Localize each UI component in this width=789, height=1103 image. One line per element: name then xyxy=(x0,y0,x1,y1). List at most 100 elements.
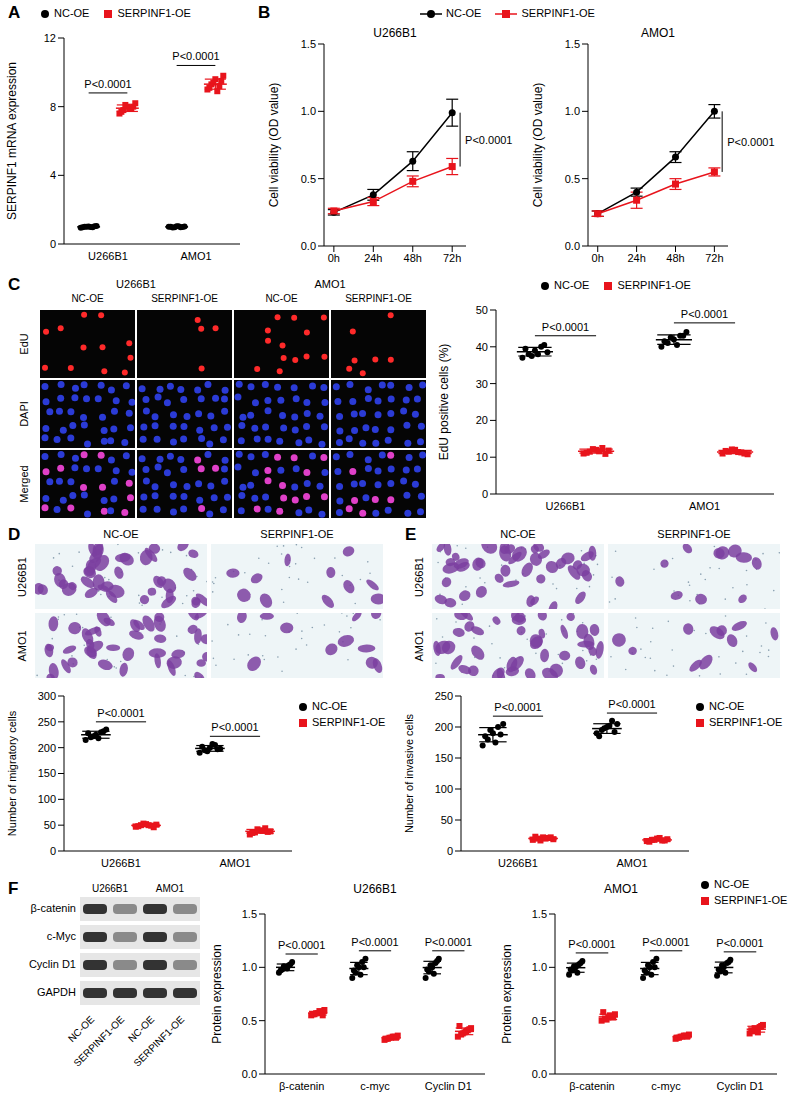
svg-text:AMO1: AMO1 xyxy=(219,857,250,869)
svg-text:SERPINF1-OE: SERPINF1-OE xyxy=(131,1013,186,1068)
svg-text:c-myc: c-myc xyxy=(360,1080,390,1092)
svg-text:50: 50 xyxy=(441,814,453,826)
html-text:C: C xyxy=(8,275,21,294)
svg-text:250: 250 xyxy=(435,690,453,702)
svg-text:Number of invasive cells: Number of invasive cells xyxy=(403,713,415,833)
svg-text:0: 0 xyxy=(50,845,56,857)
svg-text:SERPINF1-OE: SERPINF1-OE xyxy=(71,1013,126,1068)
svg-text:24h: 24h xyxy=(364,252,382,264)
svg-text:300: 300 xyxy=(38,690,56,702)
svg-text:P<0.0001: P<0.0001 xyxy=(494,701,541,713)
svg-text:48h: 48h xyxy=(666,252,684,264)
svg-text:Protein expression: Protein expression xyxy=(500,944,514,1043)
svg-text:1.0: 1.0 xyxy=(301,105,316,117)
svg-text:Cell viability (OD value): Cell viability (OD value) xyxy=(531,83,545,208)
svg-text:150: 150 xyxy=(38,767,56,779)
svg-text:NC-OE: NC-OE xyxy=(65,1013,97,1045)
svg-text:12: 12 xyxy=(44,32,56,44)
svg-text:P<0.0001: P<0.0001 xyxy=(542,321,589,333)
svg-text:β-catenin: β-catenin xyxy=(279,1080,324,1092)
svg-text:1.5: 1.5 xyxy=(532,908,547,920)
svg-text:0: 0 xyxy=(50,238,56,250)
svg-text:Cell viability (OD value): Cell viability (OD value) xyxy=(267,83,281,208)
svg-text:0.0: 0.0 xyxy=(301,240,316,252)
svg-text:0.5: 0.5 xyxy=(242,1015,257,1027)
html-text:D: D xyxy=(8,525,21,544)
svg-text:200: 200 xyxy=(435,721,453,733)
svg-text:0.5: 0.5 xyxy=(565,173,580,185)
svg-text:10: 10 xyxy=(476,451,488,463)
svg-text:P<0.0001: P<0.0001 xyxy=(351,936,398,948)
svg-text:100: 100 xyxy=(38,793,56,805)
svg-text:250: 250 xyxy=(38,716,56,728)
html-text:B: B xyxy=(258,3,271,22)
svg-text:0h: 0h xyxy=(328,252,340,264)
svg-text:72h: 72h xyxy=(705,252,723,264)
svg-text:NC-OE: NC-OE xyxy=(125,1013,157,1045)
html-text:SERPINF1-OE: SERPINF1-OE xyxy=(117,7,191,19)
html-text:A: A xyxy=(8,3,21,22)
svg-text:P<0.0001: P<0.0001 xyxy=(716,937,763,949)
svg-text:AMO1: AMO1 xyxy=(616,857,647,869)
svg-text:P<0.0001: P<0.0001 xyxy=(465,134,512,146)
svg-text:1.0: 1.0 xyxy=(242,961,257,973)
html-text:U266B1: U266B1 xyxy=(353,882,397,896)
svg-text:1.5: 1.5 xyxy=(242,908,257,920)
svg-text:0.0: 0.0 xyxy=(565,240,580,252)
svg-text:P<0.0001: P<0.0001 xyxy=(425,936,472,948)
svg-text:P<0.0001: P<0.0001 xyxy=(211,721,258,733)
html-text:AMO1: AMO1 xyxy=(641,26,675,40)
svg-text:0: 0 xyxy=(447,845,453,857)
svg-text:Cyclin D1: Cyclin D1 xyxy=(716,1080,763,1092)
svg-text:0h: 0h xyxy=(592,252,604,264)
svg-text:P<0.0001: P<0.0001 xyxy=(727,136,774,148)
svg-text:72h: 72h xyxy=(443,252,461,264)
svg-text:P<0.0001: P<0.0001 xyxy=(681,308,728,320)
svg-text:1.5: 1.5 xyxy=(301,38,316,50)
svg-text:50: 50 xyxy=(44,819,56,831)
svg-text:0: 0 xyxy=(482,488,488,500)
svg-text:P<0.0001: P<0.0001 xyxy=(97,707,144,719)
svg-text:200: 200 xyxy=(38,742,56,754)
svg-text:30: 30 xyxy=(476,378,488,390)
svg-text:150: 150 xyxy=(435,752,453,764)
svg-text:U266B1: U266B1 xyxy=(101,857,141,869)
svg-text:P<0.0001: P<0.0001 xyxy=(278,939,325,951)
svg-text:U266B1: U266B1 xyxy=(498,857,538,869)
svg-text:β-catenin: β-catenin xyxy=(569,1080,614,1092)
svg-text:40: 40 xyxy=(476,341,488,353)
svg-text:20: 20 xyxy=(476,414,488,426)
html-text:NC-OE: NC-OE xyxy=(446,7,482,19)
svg-text:0.0: 0.0 xyxy=(532,1068,547,1080)
svg-text:Protein expression: Protein expression xyxy=(210,944,224,1043)
svg-text:Cyclin D1: Cyclin D1 xyxy=(425,1080,472,1092)
svg-text:0.0: 0.0 xyxy=(242,1068,257,1080)
svg-text:48h: 48h xyxy=(404,252,422,264)
html-text:U266B1: U266B1 xyxy=(373,26,417,40)
svg-text:Number of migratory cells: Number of migratory cells xyxy=(6,710,18,836)
svg-text:0.5: 0.5 xyxy=(301,173,316,185)
svg-text:100: 100 xyxy=(435,783,453,795)
html-text:NC-OE: NC-OE xyxy=(54,7,90,19)
svg-text:P<0.0001: P<0.0001 xyxy=(608,698,655,710)
svg-text:c-myc: c-myc xyxy=(651,1080,681,1092)
svg-text:EdU positive cells (%): EdU positive cells (%) xyxy=(437,344,451,461)
svg-text:1.0: 1.0 xyxy=(532,961,547,973)
svg-text:4: 4 xyxy=(50,169,56,181)
html-text:AMO1: AMO1 xyxy=(604,882,638,896)
svg-text:U266B1: U266B1 xyxy=(546,500,586,512)
svg-text:U266B1: U266B1 xyxy=(88,250,128,262)
svg-text:1.0: 1.0 xyxy=(565,105,580,117)
svg-text:P<0.0001: P<0.0001 xyxy=(568,938,615,950)
svg-text:1.5: 1.5 xyxy=(565,38,580,50)
svg-text:P<0.0001: P<0.0001 xyxy=(642,936,689,948)
svg-text:P<0.0001: P<0.0001 xyxy=(84,78,131,90)
svg-text:AMO1: AMO1 xyxy=(689,500,720,512)
svg-text:50: 50 xyxy=(476,304,488,316)
svg-text:8: 8 xyxy=(50,101,56,113)
svg-text:SERPINF1 mRNA expression: SERPINF1 mRNA expression xyxy=(5,62,19,220)
svg-text:P<0.0001: P<0.0001 xyxy=(172,50,219,62)
svg-text:AMO1: AMO1 xyxy=(180,250,211,262)
svg-text:0.5: 0.5 xyxy=(532,1015,547,1027)
svg-text:24h: 24h xyxy=(627,252,645,264)
